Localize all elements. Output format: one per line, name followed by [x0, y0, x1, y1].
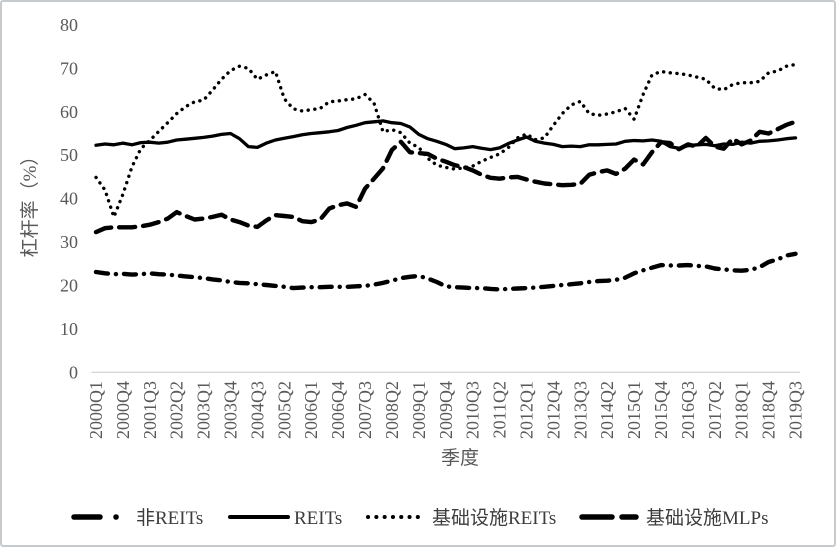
series-line-非REITs — [93, 251, 798, 292]
x-tick-label-2018Q1: 2018Q1 — [732, 381, 752, 439]
series-line-基础设施MLPs — [93, 119, 798, 235]
y-axis-title: 杠杆率（%） — [19, 147, 41, 258]
x-tick-label-2009Q1: 2009Q1 — [409, 381, 429, 439]
y-tick-label-50: 50 — [60, 145, 78, 165]
x-tick-label-2006Q4: 2006Q4 — [328, 381, 348, 439]
x-tick-label-2005Q2: 2005Q2 — [274, 381, 294, 439]
x-tick-label-2009Q4: 2009Q4 — [436, 381, 456, 439]
legend-label-reits: REITs — [294, 508, 342, 529]
series-layer — [93, 62, 798, 292]
axis-layer: 0 10 20 30 40 50 60 70 80 2000Q1 2000Q4 2001Q3 2002Q… — [60, 15, 806, 439]
y-tick-label-70: 70 — [60, 58, 78, 78]
x-tick-label-2003Q1: 2003Q1 — [194, 381, 214, 439]
x-tick-label-2015Q4: 2015Q4 — [651, 381, 671, 439]
x-tick-label-2016Q3: 2016Q3 — [678, 381, 698, 439]
x-tick-label-2008Q2: 2008Q2 — [382, 381, 402, 439]
x-tick-label-2000Q4: 2000Q4 — [113, 381, 133, 439]
series-line-基础设施REITs — [94, 62, 798, 219]
y-tick-label-40: 40 — [60, 189, 78, 209]
x-tick-label-2018Q4: 2018Q4 — [759, 381, 779, 439]
x-tick-label-2004Q3: 2004Q3 — [247, 381, 267, 439]
x-tick-label-2010Q3: 2010Q3 — [463, 381, 483, 439]
x-axis-title: 季度 — [441, 447, 479, 469]
x-tick-label-2013Q3: 2013Q3 — [570, 381, 590, 439]
y-tick-label-20: 20 — [60, 275, 78, 295]
legend-label-infra-mlps: 基础设施MLPs — [646, 507, 768, 529]
y-tick-label-60: 60 — [60, 102, 78, 122]
y-tick-label-80: 80 — [60, 15, 78, 35]
x-tick-label-2003Q4: 2003Q4 — [221, 381, 241, 439]
y-tick-label-30: 30 — [60, 232, 78, 252]
x-tick-label-2006Q1: 2006Q1 — [301, 381, 321, 439]
x-tick-label-2015Q1: 2015Q1 — [624, 381, 644, 439]
legend: 非REITs REITs 基础设施REITs 基础设施MLPs — [136, 507, 768, 529]
legend-label-non-reits: 非REITs — [136, 507, 203, 529]
x-tick-label-2002Q2: 2002Q2 — [167, 381, 187, 439]
legend-label-infra-reits: 基础设施REITs — [432, 507, 556, 529]
y-tick-label-10: 10 — [60, 319, 78, 339]
x-tick-label-2017Q2: 2017Q2 — [705, 381, 725, 439]
x-tick-label-2001Q3: 2001Q3 — [140, 381, 160, 439]
x-tick-label-2000Q1: 2000Q1 — [86, 381, 106, 439]
x-tick-label-2007Q3: 2007Q3 — [355, 381, 375, 439]
x-tick-label-2012Q1: 2012Q1 — [516, 381, 536, 439]
x-tick-label-2011Q2: 2011Q2 — [490, 381, 510, 438]
x-tick-label-2019Q3: 2019Q3 — [786, 381, 806, 439]
y-tick-label-0: 0 — [69, 362, 78, 382]
x-tick-label-2012Q4: 2012Q4 — [543, 381, 563, 439]
x-tick-label-2014Q2: 2014Q2 — [597, 381, 617, 439]
